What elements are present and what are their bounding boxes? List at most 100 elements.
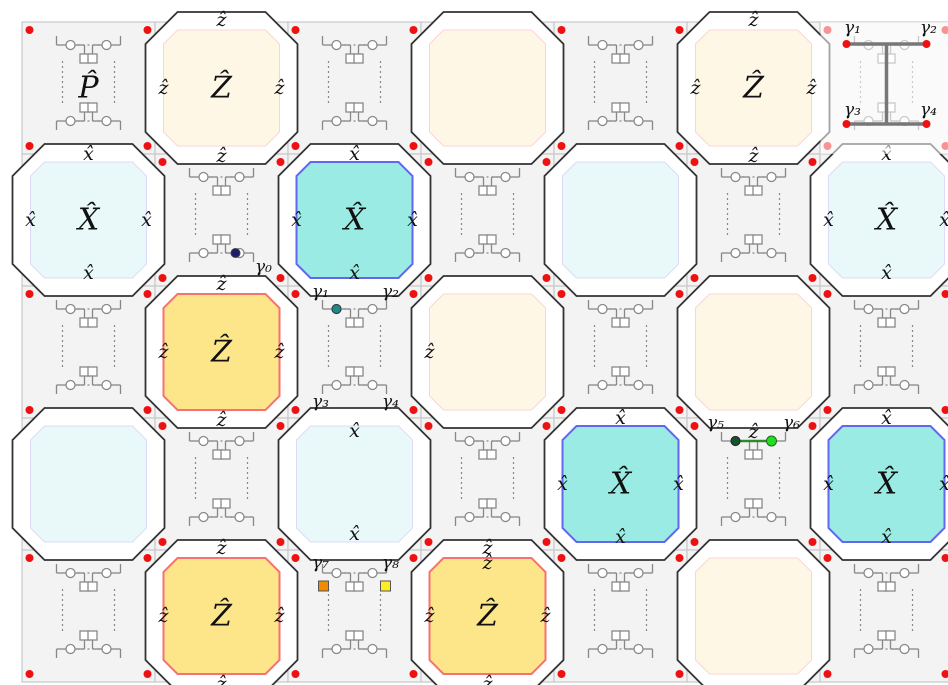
circle-node-icon: [198, 247, 209, 259]
circle-node-icon: [234, 171, 245, 183]
z-hat-label: ẑ: [215, 145, 227, 167]
z-hat-label: ẑ: [747, 9, 759, 31]
grid-cell: [154, 417, 289, 551]
corner-dot: [675, 554, 684, 562]
z-plaquette: [695, 29, 812, 147]
corner-dot: [842, 40, 851, 48]
circle-node-icon: [464, 511, 475, 523]
circle-node-icon: [367, 567, 378, 579]
z-operator-label: Ẑ: [210, 70, 233, 106]
corner-dot: [542, 158, 551, 166]
grid-cell: [553, 549, 688, 683]
circle-node-icon: [101, 567, 112, 579]
circle-node-icon: [464, 171, 475, 183]
gamma-7-label: γ₇: [312, 553, 329, 573]
gamma-6-label: γ₆: [783, 413, 800, 433]
x-plaquette: [296, 425, 413, 543]
square-node-icon: [885, 366, 896, 377]
corner-dot: [424, 538, 433, 546]
circle-node-icon: [766, 171, 777, 183]
square-node-icon: [486, 234, 497, 245]
z-operator-label: Ẑ: [742, 70, 765, 106]
corner-dot: [690, 422, 699, 430]
corner-dot: [409, 290, 418, 298]
corner-dot: [557, 554, 566, 562]
qubit-cell: [321, 300, 388, 394]
corner-dot: [143, 142, 152, 150]
circle-node-icon: [863, 643, 874, 655]
x-operator-label: X̂: [608, 466, 633, 501]
qubit-cell: [55, 36, 122, 130]
square-node-icon: [220, 498, 231, 509]
square-node-icon: [353, 102, 364, 113]
qubit-cell: [587, 300, 654, 394]
circle-node-icon: [331, 115, 342, 127]
qubit-cell: [587, 36, 654, 130]
corner-dot: [675, 142, 684, 150]
circle-node-icon: [65, 643, 76, 655]
circle-node-icon: [633, 643, 644, 655]
z-hat-label: ẑ: [805, 77, 817, 99]
corner-dot: [675, 406, 684, 414]
circle-node-icon: [500, 247, 511, 259]
corner-dot: [276, 422, 285, 430]
circle-node-icon: [331, 379, 342, 391]
corner-dot: [557, 406, 566, 414]
corner-dot: [808, 274, 817, 282]
bright-green-dot-marker: [766, 435, 777, 447]
x-hat-label: x̂: [25, 209, 36, 231]
corner-dot: [424, 274, 433, 282]
corner-dot: [557, 290, 566, 298]
x-operator-label: X̂: [874, 202, 899, 237]
square-node-icon: [885, 581, 896, 592]
corner-dot: [291, 290, 300, 298]
circle-node-icon: [500, 511, 511, 523]
circle-node-icon: [464, 247, 475, 259]
square-node-icon: [353, 53, 364, 64]
qubit-cell: [55, 564, 122, 658]
square-node-icon: [353, 581, 364, 592]
circle-node-icon: [899, 303, 910, 315]
x-plaquette: [828, 161, 945, 279]
gamma-8-label: γ₈: [382, 553, 399, 573]
corner-dot: [808, 158, 817, 166]
circle-node-icon: [597, 39, 608, 51]
circle-node-icon: [730, 247, 741, 259]
corner-dot: [675, 290, 684, 298]
corner-dot: [823, 290, 832, 298]
circle-node-icon: [367, 303, 378, 315]
corner-dot: [291, 670, 300, 678]
grid-cell: [21, 549, 156, 683]
corner-dot: [143, 26, 152, 34]
corner-dot: [542, 422, 551, 430]
z-plaquette: [429, 29, 546, 147]
z-hat-label: ẑ: [481, 552, 493, 574]
corner-dot: [690, 274, 699, 282]
grid-cell: [553, 21, 688, 155]
square-node-icon: [619, 366, 630, 377]
x-plaquette: [30, 161, 147, 279]
corner-dot: [941, 554, 948, 562]
corner-dot: [291, 26, 300, 34]
grid-cell: [21, 285, 156, 419]
corner-dot: [291, 554, 300, 562]
grid-cell: [420, 417, 555, 551]
circle-node-icon: [500, 435, 511, 447]
navy-dot-marker: [230, 248, 241, 258]
square-node-icon: [885, 630, 896, 641]
x-plaquette: [30, 425, 147, 543]
corner-dot: [158, 274, 167, 282]
x-hat-label: x̂: [881, 262, 892, 284]
x-plaquette-active: [827, 425, 946, 543]
circle-node-icon: [633, 115, 644, 127]
circle-node-icon: [198, 435, 209, 447]
orange-square-marker: [318, 580, 329, 592]
square-node-icon: [486, 498, 497, 509]
corner-dot: [542, 538, 551, 546]
qubit-cell: [587, 564, 654, 658]
x-hat-label: x̂: [141, 209, 152, 231]
z-hat-label: ẑ: [423, 605, 435, 627]
z-hat-label: ẑ: [157, 77, 169, 99]
x-hat-label: x̂: [881, 526, 892, 548]
